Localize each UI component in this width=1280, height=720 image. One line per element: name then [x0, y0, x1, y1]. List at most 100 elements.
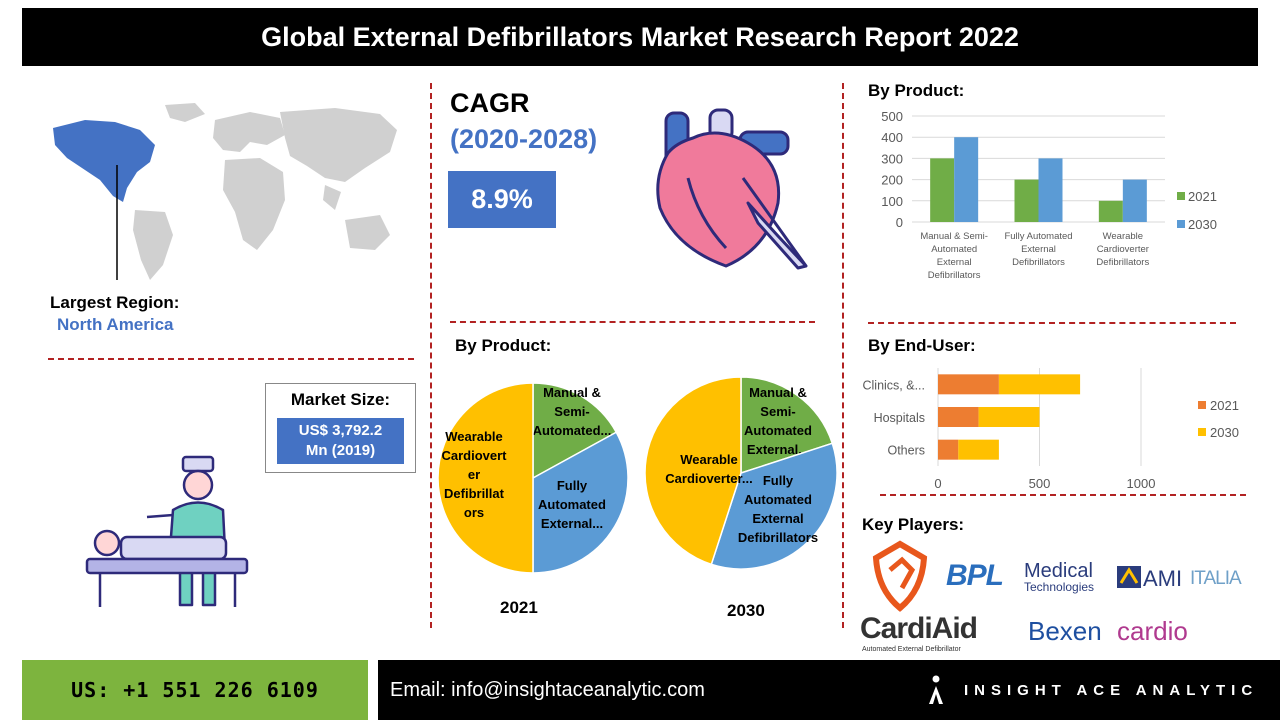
x-tick-label: Manual & Semi-: [920, 231, 988, 242]
enduser-bar-title: By End-User:: [868, 336, 976, 355]
bar-2021: [1098, 200, 1123, 222]
pie-slice: [532, 382, 618, 480]
legend-label: 2021: [1188, 189, 1217, 204]
footer-phone: US: +1 551 226 6109: [22, 660, 368, 720]
divider-cagr: [450, 321, 815, 323]
divider-product: [868, 322, 1236, 324]
bar-2021: [938, 374, 999, 395]
y-tick-label: 400: [881, 130, 903, 145]
bpl-logo-text: BPL: [946, 559, 1004, 592]
heart-icon: [656, 108, 808, 270]
divider-right: [842, 83, 844, 628]
bar-2021: [938, 439, 959, 460]
world-map-icon: [53, 103, 397, 280]
bpl-logo-medical: Medical: [1024, 560, 1093, 582]
ami-logo-italia: ITALIA: [1190, 568, 1242, 589]
legend-label: 2021: [1210, 398, 1239, 413]
legend-swatch: [1177, 220, 1185, 228]
divider-enduser: [880, 494, 1246, 496]
cardiaid-logo-subtitle: Automated External Defibrillator: [862, 646, 961, 653]
bar-2030: [978, 407, 1040, 427]
pie-slice-label: Fully Automated External...: [538, 478, 606, 531]
x-tick-label: Automated: [931, 244, 977, 255]
y-tick-label: 200: [881, 173, 903, 188]
legend-swatch: [1198, 428, 1206, 436]
bar-2021: [930, 158, 955, 222]
product-bar-title: By Product:: [868, 81, 965, 100]
bar-2030: [958, 439, 999, 460]
ami-logo-icon: [1117, 566, 1141, 588]
legend-swatch: [1177, 192, 1185, 200]
y-tick-label: Others: [887, 444, 925, 458]
product-pie-title: By Product:: [455, 336, 552, 355]
x-tick-label: Fully Automated: [1004, 231, 1072, 242]
legend-label: 2030: [1210, 425, 1239, 440]
ami-logo-text: AMI: [1143, 566, 1183, 591]
y-tick-label: Clinics, &...: [862, 378, 925, 392]
legend-label: 2030: [1188, 217, 1217, 232]
bar-2021: [1014, 179, 1039, 222]
y-tick-label: 100: [881, 194, 903, 209]
x-tick-label: 1000: [1127, 476, 1156, 491]
market-size-value: US$ 3,792.2 Mn (2019): [277, 418, 404, 464]
x-tick-label: Defibrillators: [1012, 257, 1065, 268]
pie-year-2030: 2030: [727, 601, 765, 620]
x-tick-label: 0: [934, 476, 941, 491]
pie-slice-label: Manual & Semi-Automated...: [533, 385, 612, 438]
pie-slice-label: Wearable Cardioverter...: [665, 452, 752, 486]
x-tick-label: Defibrillators: [1096, 257, 1149, 268]
pie-slice: [532, 431, 629, 574]
brand-logo-icon: [929, 675, 943, 704]
x-tick-label: External: [937, 257, 972, 268]
bpl-logo-technologies: Technologies: [1024, 580, 1095, 594]
footer-brand: INSIGHT ACE ANALYTIC: [964, 682, 1259, 699]
bexen-logo-text: Bexen: [1028, 616, 1102, 646]
bar-2030: [954, 137, 979, 222]
cagr-value: 8.9%: [448, 171, 556, 228]
pie-slice-label: Wearable Cardiovert er Defibrillat ors: [441, 429, 507, 520]
cardiaid-shield-icon: [872, 540, 928, 612]
pie-year-2021: 2021: [500, 598, 538, 617]
cardiaid-logo-text: CardiAid: [860, 612, 978, 645]
pie-chart-2030: Manual & Semi-Automated External... Fully Au…: [644, 376, 838, 570]
market-size-card: Market Size: US$ 3,792.2 Mn (2019): [265, 383, 416, 473]
bar-2021: [938, 407, 979, 427]
y-tick-label: 0: [896, 215, 903, 230]
x-tick-label: External: [1021, 244, 1056, 255]
footer-bar: Email: info@insightaceanalytic.com INSIG…: [378, 660, 1280, 720]
footer-email: Email: info@insightaceanalytic.com: [390, 679, 705, 701]
market-size-value-line2: Mn (2019): [305, 442, 376, 459]
divider-region: [48, 358, 414, 360]
x-tick-label: Defibrillators: [928, 270, 981, 281]
bar-2030: [998, 374, 1081, 395]
x-tick-label: 500: [1029, 476, 1051, 491]
page-title: Global External Defibrillators Market Re…: [22, 8, 1258, 66]
market-size-label: Market Size:: [290, 390, 391, 409]
legend-swatch: [1198, 401, 1206, 409]
largest-region-label: Largest Region:: [50, 293, 180, 312]
pie-slice: [740, 376, 834, 475]
doctor-patient-icon: [85, 455, 249, 607]
market-size-value-line1: US$ 3,792.2: [298, 422, 383, 439]
pie-slice: [710, 442, 838, 570]
y-tick-label: Hospitals: [874, 411, 925, 425]
pie-slice: [644, 376, 742, 566]
bar-2030: [1038, 158, 1063, 222]
bar-2030: [1122, 179, 1147, 222]
largest-region-value: North America: [57, 315, 174, 334]
divider-left: [430, 83, 432, 628]
x-tick-label: Wearable: [1103, 231, 1144, 242]
y-tick-label: 300: [881, 151, 903, 166]
pie-slice-label: Fully Automated External Defibrillators: [738, 473, 818, 545]
pie-chart-2021: Manual & Semi-Automated... Fully Automated E…: [437, 382, 629, 574]
y-tick-label: 500: [881, 109, 903, 124]
cagr-label: CAGR: [450, 88, 530, 118]
enduser-bar-chart: 0 500 1000 Clinics, &... Hospitals Others 2021…: [862, 368, 1239, 491]
cagr-period: (2020-2028): [450, 124, 598, 154]
pie-slice: [437, 382, 534, 574]
product-bar-chart: 0 100 200 300 400 500 Manual & Semi- Automated E…: [881, 109, 1217, 281]
key-players-label: Key Players:: [862, 515, 965, 534]
pie-slice-label: Manual & Semi-Automated External...: [744, 385, 812, 457]
x-tick-label: Cardioverter: [1097, 244, 1149, 255]
bexen-logo-cardio: cardio: [1117, 616, 1188, 646]
